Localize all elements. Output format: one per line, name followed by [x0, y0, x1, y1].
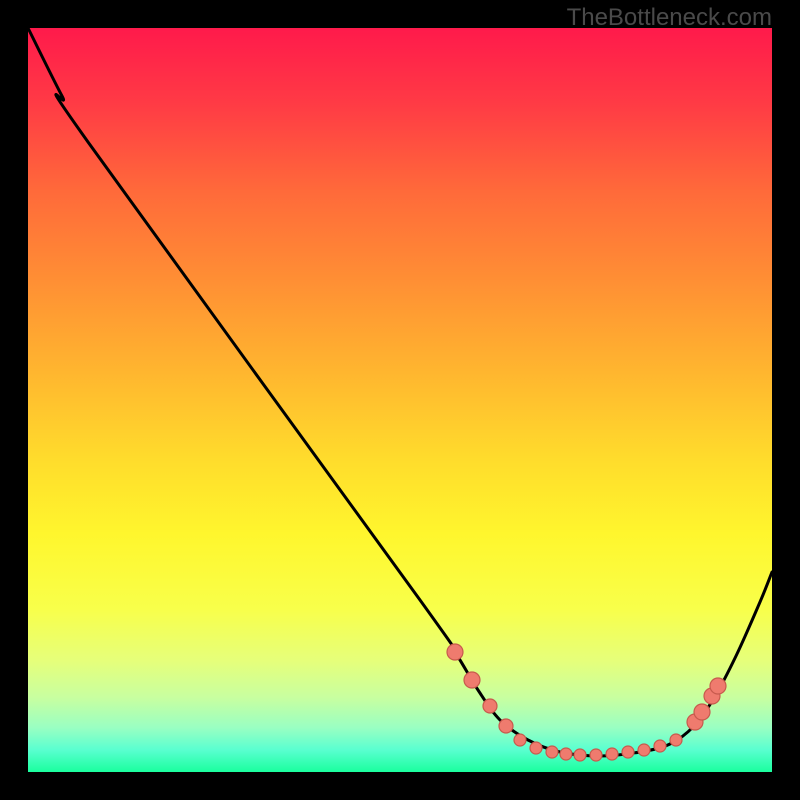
curve-marker	[622, 746, 634, 758]
curve-marker	[654, 740, 666, 752]
curve-marker	[483, 699, 497, 713]
curve-marker	[447, 644, 463, 660]
chart-canvas: TheBottleneck.com	[0, 0, 800, 800]
curve-marker	[530, 742, 542, 754]
curve-marker	[464, 672, 480, 688]
curve-marker	[546, 746, 558, 758]
watermark-text: TheBottleneck.com	[567, 4, 772, 32]
curve-marker	[710, 678, 726, 694]
curve-marker	[670, 734, 682, 746]
curve-marker	[499, 719, 513, 733]
curve-marker	[514, 734, 526, 746]
chart-svg	[0, 0, 800, 800]
curve-marker	[574, 749, 586, 761]
curve-marker	[560, 748, 572, 760]
curve-marker	[638, 744, 650, 756]
plot-background	[28, 28, 772, 772]
curve-marker	[606, 748, 618, 760]
curve-marker	[590, 749, 602, 761]
curve-marker	[694, 704, 710, 720]
